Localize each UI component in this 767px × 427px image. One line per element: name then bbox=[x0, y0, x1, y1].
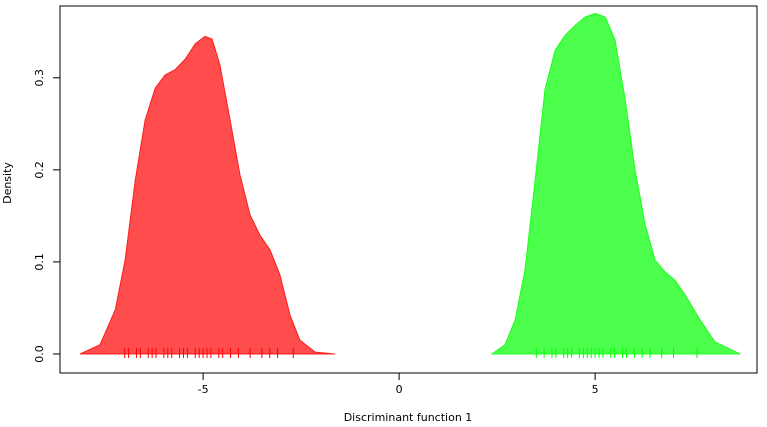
y-tick-label: 0.1 bbox=[33, 253, 46, 271]
y-axis-label: Density bbox=[1, 162, 14, 204]
plot-frame bbox=[59, 5, 758, 374]
density-area bbox=[79, 35, 336, 355]
y-tick-label: 0.2 bbox=[33, 161, 46, 179]
x-tick-label: 5 bbox=[592, 383, 599, 396]
y-tick-label: 0.0 bbox=[33, 345, 46, 363]
y-tick-label: 0.3 bbox=[33, 69, 46, 87]
density-area bbox=[490, 12, 741, 355]
x-axis-label: Discriminant function 1 bbox=[344, 411, 473, 423]
x-tick-label: -5 bbox=[198, 383, 209, 396]
x-tick-label: 0 bbox=[396, 383, 403, 396]
